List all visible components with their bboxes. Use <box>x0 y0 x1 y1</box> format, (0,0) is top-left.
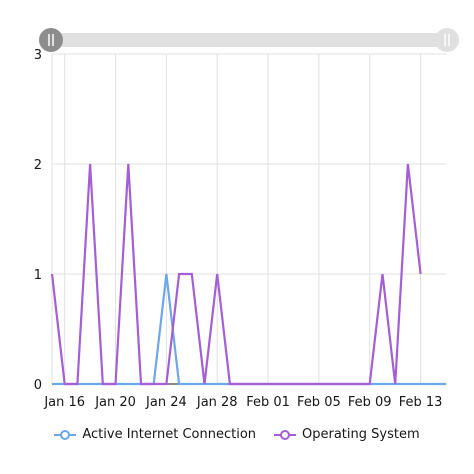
legend-label: Operating System <box>302 427 420 442</box>
x-tick-label: Feb 13 <box>399 395 443 410</box>
x-tick-label: Feb 01 <box>246 395 290 410</box>
legend-item-active-internet[interactable]: Active Internet Connection <box>54 427 256 442</box>
legend-item-operating-system[interactable]: Operating System <box>274 427 420 442</box>
y-tick-label: 1 <box>34 268 42 283</box>
slider-right-handle[interactable] <box>435 28 459 52</box>
slider-track[interactable] <box>50 33 448 47</box>
series-line-1 <box>50 163 422 386</box>
line-circle-icon <box>274 429 297 440</box>
legend: Active Internet Connection Operating Sys… <box>0 427 474 442</box>
slider-left-handle[interactable] <box>39 28 63 52</box>
y-tick-label: 0 <box>34 378 42 393</box>
x-tick-label: Jan 24 <box>145 395 187 410</box>
axes: 0 1 2 3 Jan 16 Jan 20 Jan 24 Jan 28 Feb 01 Feb 05… <box>34 48 446 410</box>
legend-label: Active Internet Connection <box>82 427 257 442</box>
x-tick-label: Jan 16 <box>43 395 85 410</box>
x-tick-label: Jan 28 <box>196 395 238 410</box>
series-line-0 <box>52 273 446 386</box>
line-circle-icon <box>54 429 77 440</box>
y-tick-label: 2 <box>34 158 42 173</box>
x-tick-label: Jan 20 <box>94 395 136 410</box>
series-lines <box>50 163 446 386</box>
x-tick-label: Feb 05 <box>297 395 341 410</box>
x-tick-label: Feb 09 <box>348 395 392 410</box>
range-slider[interactable] <box>39 28 459 52</box>
y-tick-label: 3 <box>34 48 42 63</box>
grid <box>52 53 446 384</box>
